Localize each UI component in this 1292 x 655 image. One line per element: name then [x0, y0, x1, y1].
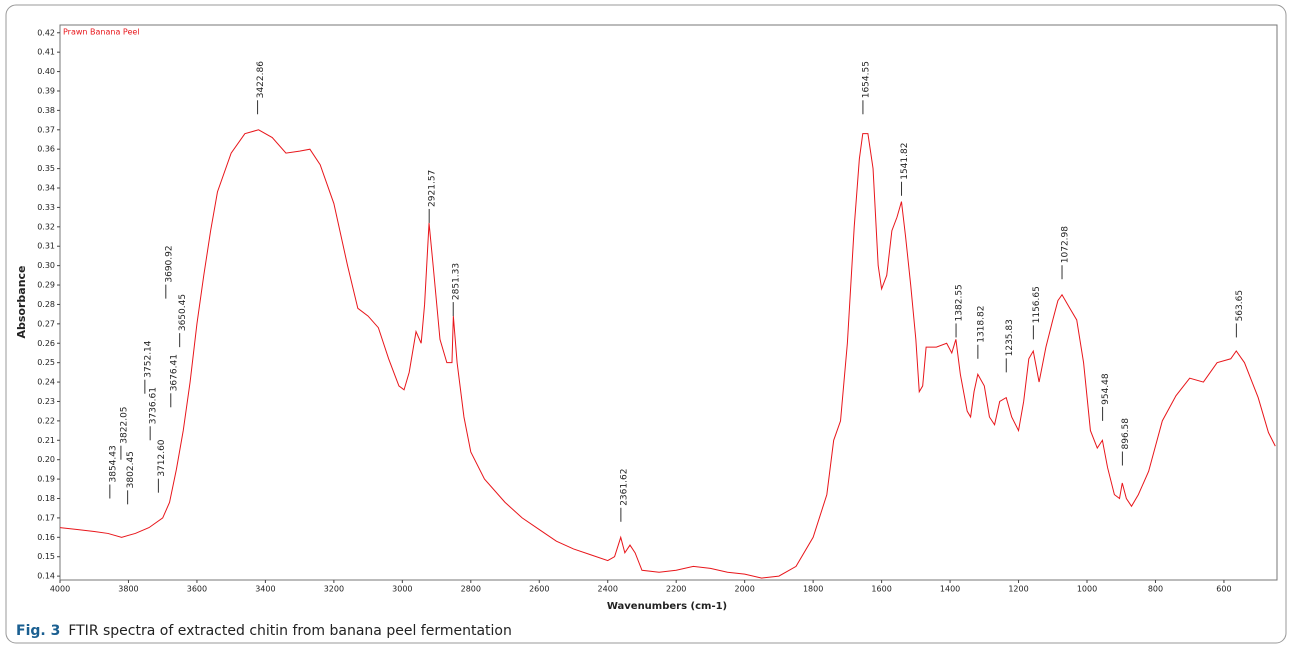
y-tick-label: 0.21: [37, 436, 55, 445]
y-tick-label: 0.32: [37, 222, 55, 231]
y-tick-label: 0.42: [37, 28, 55, 37]
peak-label: 1541.82: [900, 143, 910, 180]
x-tick-label: 1200: [1008, 585, 1028, 594]
legend-entry: Prawn Banana Peel: [63, 28, 140, 37]
y-tick-label: 0.30: [37, 261, 55, 270]
peak-label: 3802.45: [126, 451, 136, 488]
peak-label: 3422.86: [256, 61, 266, 98]
y-tick-label: 0.15: [37, 552, 55, 561]
x-axis-label: Wavenumbers (cm-1): [607, 601, 727, 612]
x-tick-label: 3400: [255, 585, 275, 594]
y-tick-label: 0.19: [37, 475, 55, 484]
y-tick-label: 0.18: [37, 494, 55, 503]
y-tick-label: 0.38: [37, 106, 55, 115]
x-tick-label: 1800: [803, 585, 823, 594]
x-tick-label: 800: [1148, 585, 1163, 594]
x-tick-label: 600: [1216, 585, 1231, 594]
x-tick-label: 3800: [118, 585, 138, 594]
x-tick-label: 2600: [529, 585, 549, 594]
x-tick-label: 1000: [1077, 585, 1097, 594]
x-tick-label: 2800: [461, 585, 481, 594]
y-tick-label: 0.17: [37, 513, 55, 522]
y-tick-label: 0.29: [37, 281, 55, 290]
y-tick-label: 0.28: [37, 300, 55, 309]
x-tick-label: 4000: [50, 585, 70, 594]
x-tick-label: 2400: [598, 585, 618, 594]
y-tick-label: 0.35: [37, 164, 55, 173]
caption-text: FTIR spectra of extracted chitin from ba…: [68, 623, 512, 639]
y-tick-label: 0.25: [37, 358, 55, 367]
peak-label: 954.48: [1101, 373, 1111, 405]
y-tick-label: 0.26: [37, 339, 55, 348]
y-tick-label: 0.23: [37, 397, 55, 406]
y-tick-label: 0.33: [37, 203, 55, 212]
peak-label: 563.65: [1235, 290, 1245, 322]
y-tick-label: 0.22: [37, 416, 55, 425]
y-tick-label: 0.37: [37, 125, 55, 134]
peak-label: 3736.61: [149, 387, 159, 424]
y-tick-label: 0.36: [37, 145, 55, 154]
x-tick-label: 2000: [734, 585, 754, 594]
peak-label: 3676.41: [169, 354, 179, 391]
x-tick-label: 3200: [324, 585, 344, 594]
y-tick-label: 0.41: [37, 48, 55, 57]
peak-label: 1382.55: [955, 284, 965, 321]
x-tick-label: 1600: [871, 585, 891, 594]
y-tick-label: 0.16: [37, 533, 55, 542]
caption-label: Fig. 3: [16, 623, 60, 639]
y-tick-label: 0.34: [37, 184, 55, 193]
y-tick-label: 0.14: [37, 572, 55, 581]
x-tick-label: 3000: [392, 585, 412, 594]
peak-label: 896.58: [1121, 418, 1131, 450]
caption: Fig. 3 FTIR spectra of extracted chitin f…: [16, 623, 512, 639]
y-axis-label: Absorbance: [15, 265, 28, 338]
y-tick-label: 0.31: [37, 242, 55, 251]
peak-label: 3854.43: [108, 445, 118, 482]
peak-label: 1235.83: [1005, 319, 1015, 356]
peak-label: 3752.14: [143, 340, 153, 377]
peak-label: 2921.57: [428, 170, 438, 207]
peak-label: 2851.33: [452, 263, 462, 300]
peak-label: 3712.60: [157, 439, 167, 476]
y-tick-label: 0.20: [37, 455, 55, 464]
y-tick-label: 0.39: [37, 86, 55, 95]
peak-label: 1156.65: [1032, 286, 1042, 323]
peak-label: 3690.92: [164, 245, 174, 282]
y-tick-label: 0.40: [37, 67, 55, 76]
x-tick-label: 3600: [187, 585, 207, 594]
peak-label: 1654.55: [861, 61, 871, 98]
x-tick-label: 1400: [940, 585, 960, 594]
y-tick-label: 0.27: [37, 319, 55, 328]
peak-label: 2361.62: [619, 469, 629, 506]
peak-label: 1318.82: [976, 306, 986, 343]
peak-label: 3822.05: [119, 406, 129, 443]
spectrum-line: [59, 129, 1276, 579]
x-tick-label: 2200: [666, 585, 686, 594]
plot-frame: [59, 24, 1278, 581]
y-tick-label: 0.24: [37, 378, 55, 387]
peak-label: 3650.45: [178, 294, 188, 331]
peak-label: 1072.98: [1061, 226, 1071, 263]
